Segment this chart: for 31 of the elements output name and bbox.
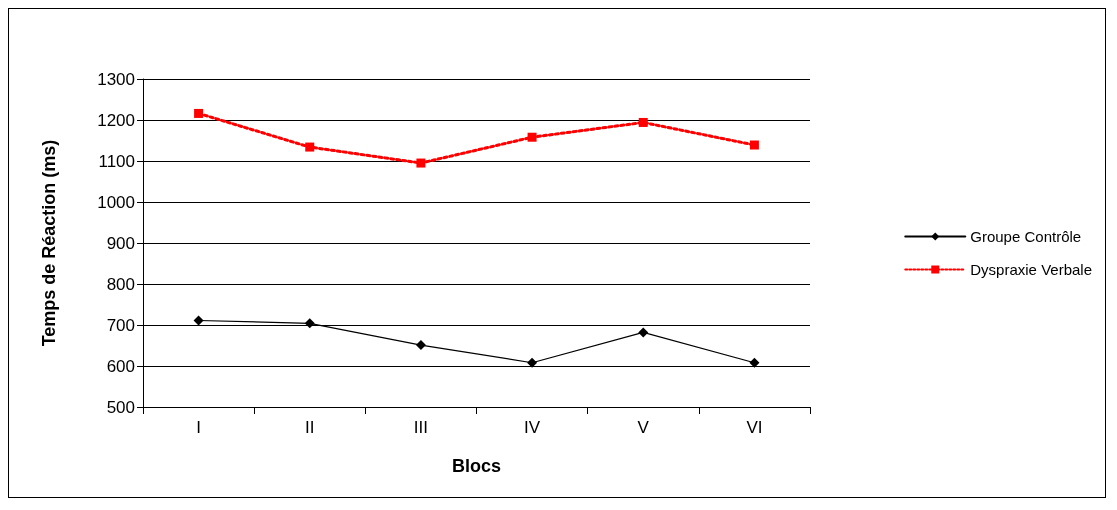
- point: [305, 142, 315, 152]
- y-tick-label: 900: [106, 233, 135, 253]
- point: [193, 315, 204, 326]
- point: [749, 140, 759, 150]
- x-tick-label: IV: [524, 418, 541, 437]
- point: [415, 340, 426, 351]
- point: [749, 357, 760, 368]
- point: [638, 117, 648, 127]
- x-tick-label: I: [196, 418, 201, 437]
- y-tick-label: 1100: [98, 151, 135, 171]
- point: [527, 357, 538, 368]
- y-axis-title: Temps de Réaction (ms): [39, 139, 59, 347]
- x-axis-title: Blocs: [451, 456, 502, 476]
- legend-label: Dyspraxie Verbale: [970, 261, 1093, 278]
- point: [304, 318, 315, 329]
- y-tick-label: 600: [106, 356, 135, 376]
- y-tick-label: 700: [106, 315, 135, 335]
- point: [638, 327, 649, 338]
- y-tick-label: 800: [106, 274, 135, 294]
- x-tick-label: V: [637, 418, 650, 437]
- x-tick-label: III: [413, 418, 428, 437]
- y-tick-label: 500: [106, 397, 135, 417]
- y-tick-label: 1300: [97, 69, 135, 89]
- point: [416, 158, 426, 168]
- x-tick-label: II: [305, 418, 315, 437]
- y-tick-label: 1200: [97, 110, 135, 130]
- x-tick-label: VI: [746, 418, 763, 437]
- legend-label: Groupe Contrôle: [970, 228, 1082, 245]
- point: [527, 132, 537, 142]
- y-tick-label: 1000: [97, 192, 135, 212]
- point: [194, 108, 204, 118]
